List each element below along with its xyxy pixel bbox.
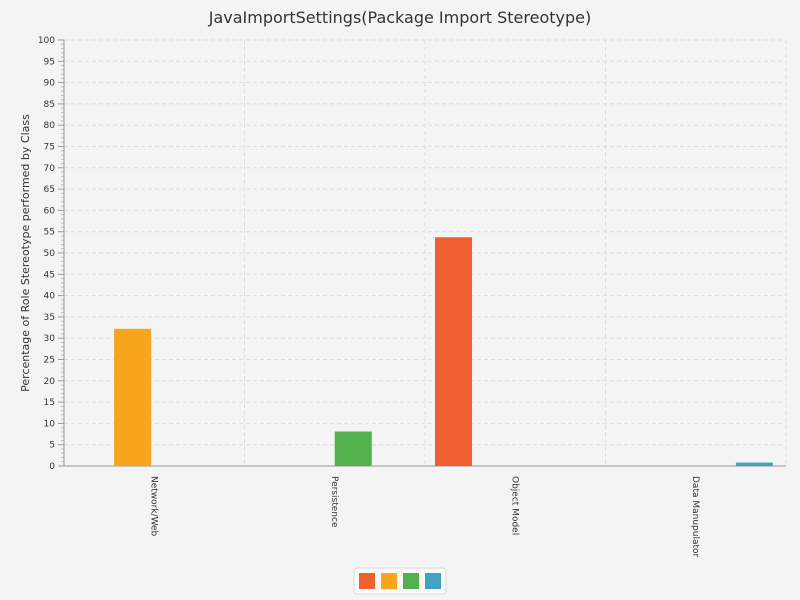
bar-network-web xyxy=(114,328,152,466)
y-tick-label: 20 xyxy=(44,377,56,387)
y-tick-label: 85 xyxy=(44,100,55,110)
y-tick-label: 5 xyxy=(49,441,55,451)
y-tick-label: 60 xyxy=(44,206,56,216)
legend-swatch xyxy=(381,573,397,589)
legend-box xyxy=(353,567,447,595)
y-tick-label: 30 xyxy=(44,334,56,344)
bars xyxy=(114,237,773,466)
y-tick-label: 70 xyxy=(44,164,56,174)
legend-swatch xyxy=(403,573,419,589)
x-tick-label: Data Manupulator xyxy=(690,476,700,558)
legend-swatch xyxy=(359,573,375,589)
bar-data-manupulator xyxy=(735,462,773,466)
x-tick-label: Persistence xyxy=(329,476,339,528)
y-tick-label: 95 xyxy=(44,57,55,67)
grid xyxy=(63,39,787,466)
bar-persistence xyxy=(334,431,372,466)
y-tick-label: 25 xyxy=(44,356,55,366)
y-tick-label: 45 xyxy=(44,270,55,280)
legend xyxy=(353,567,447,595)
y-tick-label: 50 xyxy=(44,249,56,259)
y-tick-label: 40 xyxy=(44,292,56,302)
bar-object-model xyxy=(435,237,472,466)
y-tick-label: 15 xyxy=(44,398,55,408)
x-tick-label: Network/Web xyxy=(148,476,158,537)
y-axis-label: Percentage of Role Stereotype performed … xyxy=(19,114,32,392)
axes: 0 5 10 15 20 25 30 35 40 45 50 55 60 65 70 75 80 85 90 95 10… xyxy=(38,36,786,558)
y-tick-label: 65 xyxy=(44,185,55,195)
chart-title: JavaImportSettings(Package Import Stereo… xyxy=(208,8,591,27)
y-tick-label: 10 xyxy=(44,419,56,429)
x-tick-label: Object Model xyxy=(509,476,519,535)
y-tick-label: 55 xyxy=(44,228,55,238)
y-tick-label: 0 xyxy=(49,462,55,472)
y-tick-label: 100 xyxy=(38,36,55,46)
y-tick-label: 35 xyxy=(44,313,55,323)
y-tick-label: 90 xyxy=(44,79,56,89)
y-tick-label: 75 xyxy=(44,143,55,153)
y-tick-label: 80 xyxy=(44,121,56,131)
legend-swatch xyxy=(425,573,441,589)
